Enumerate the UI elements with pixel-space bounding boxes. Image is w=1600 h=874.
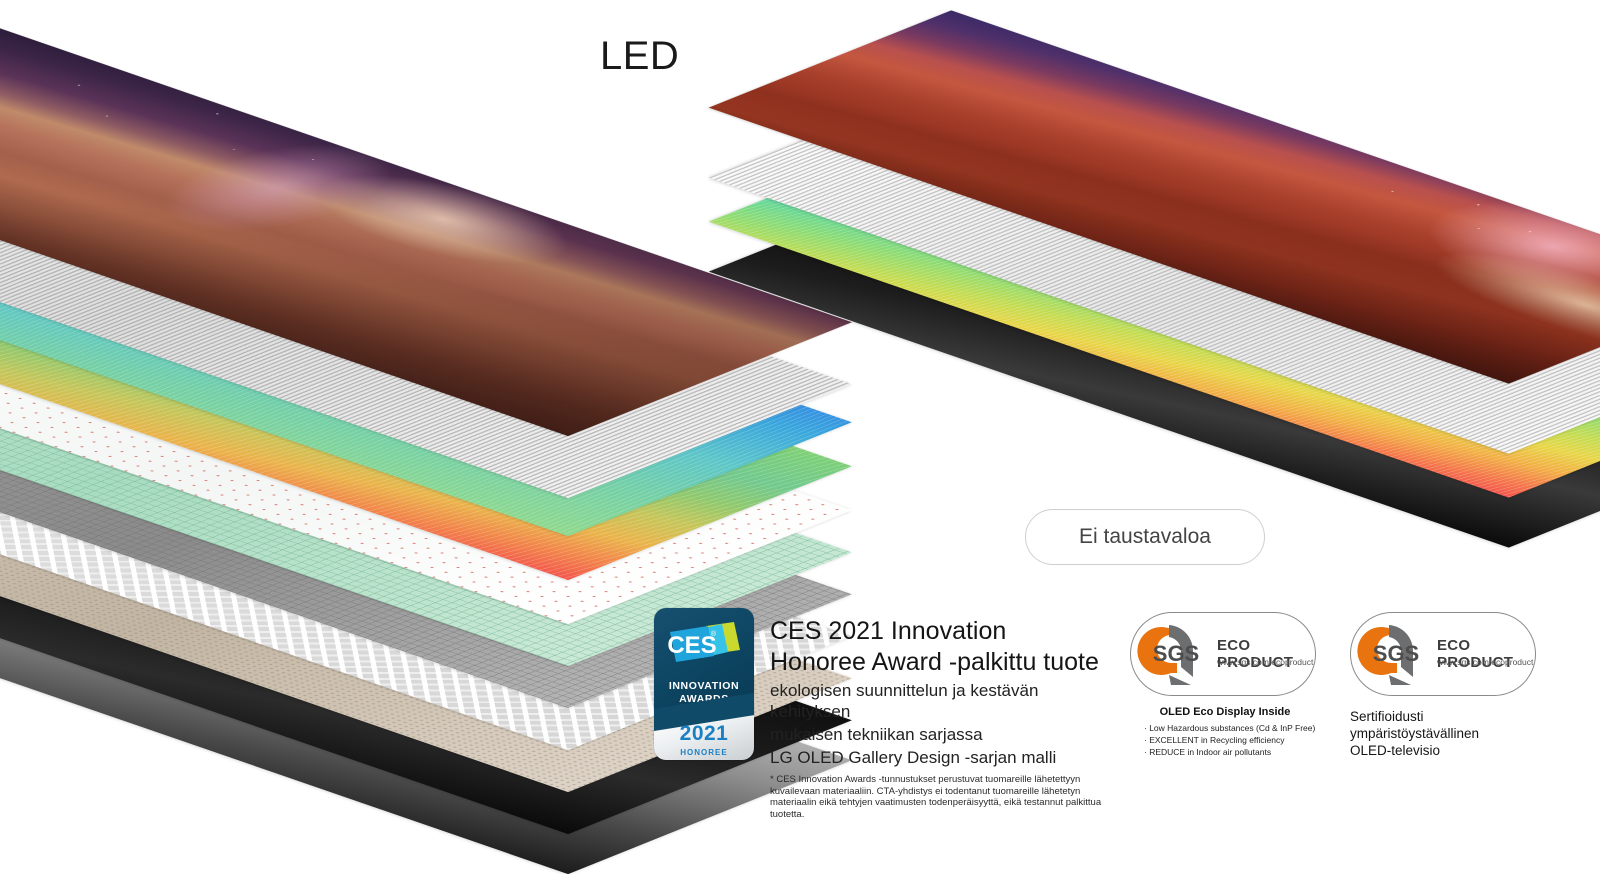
awards-footer: CES ® INNOVATION AWARDS 2021 HONOREE CES… (0, 604, 1600, 820)
sgs-logo-icon: SGS (1137, 625, 1199, 685)
ces-logo-icon: CES ® (654, 620, 754, 672)
sgs-url-right: www.sgs.com/ecoproduct (1437, 657, 1534, 667)
sgs-bullet-item: REDUCE in Indoor air pollutants (1144, 746, 1320, 758)
sgs-logo-icon: SGS (1357, 625, 1419, 685)
no-backlight-badge: Ei taustavaloa (1025, 509, 1265, 565)
sgs-caption-right-line-2: OLED-televisio (1350, 743, 1441, 758)
ces-innovation-award-badge: CES ® INNOVATION AWARDS 2021 HONOREE (654, 608, 754, 760)
sgs-mark-left: SGS ECO PRODUCT www.sgs.com/ecoproduct (1130, 612, 1316, 696)
award-footnote: * CES Innovation Awards -tunnustukset pe… (770, 774, 1102, 820)
sgs-eco-product-badge-left: SGS ECO PRODUCT www.sgs.com/ecoproduct O… (1130, 612, 1320, 767)
award-subline-3: LG OLED Gallery Design -sarjan malli (770, 748, 1057, 767)
award-headline-line-2: Honoree Award -palkittu tuote (770, 648, 1099, 676)
led-panel-label: LED (600, 34, 680, 78)
sgs-eco-product-label-right: ECO PRODUCT (1437, 637, 1514, 671)
sgs-url-left: www.sgs.com/ecoproduct (1217, 657, 1314, 667)
sgs-eco-product-badge-right: SGS ECO PRODUCT www.sgs.com/ecoproduct S… (1350, 612, 1540, 759)
svg-text:SGS: SGS (1373, 641, 1419, 666)
svg-text:SGS: SGS (1153, 641, 1199, 666)
ces-badge-honoree: HONOREE (680, 748, 728, 757)
sgs-bullet-item: Low Hazardous substances (Cd & InP Free) (1144, 722, 1320, 734)
award-subline-1: ekologisen suunnittelun ja kestävän kehi… (770, 681, 1039, 721)
sgs-bullet-list-left: Low Hazardous substances (Cd & InP Free)… (1130, 722, 1320, 758)
no-backlight-label: Ei taustavaloa (1079, 525, 1211, 548)
svg-text:CES: CES (667, 632, 716, 659)
award-subline-2: mukaisen tekniikan sarjassa (770, 725, 983, 744)
ces-badge-footer (654, 714, 754, 760)
sgs-caption-right: Sertifioidusti ympäristöystävällinen OLE… (1350, 708, 1540, 759)
sgs-mark-right: SGS ECO PRODUCT www.sgs.com/ecoproduct (1350, 612, 1536, 696)
ces-badge-year: 2021 (679, 722, 729, 745)
ces-award-wordmark: INNOVATION AWARDS (654, 680, 754, 705)
svg-text:®: ® (711, 630, 717, 638)
oled-layer-stack-diagram (708, 10, 1600, 570)
sgs-caption-right-line-1: Sertifioidusti ympäristöystävällinen (1350, 709, 1480, 741)
award-description-block: CES 2021 Innovation Honoree Award -palki… (770, 616, 1120, 820)
sgs-eco-product-label-left: ECO PRODUCT (1217, 637, 1294, 671)
award-headline-line-1: CES 2021 Innovation (770, 617, 1007, 645)
sgs-bullet-item: EXCELLENT in Recycling efficiency (1144, 734, 1320, 746)
sgs-caption-title-left: OLED Eco Display Inside (1159, 706, 1291, 718)
ces-award-line-1: INNOVATION (668, 680, 740, 692)
